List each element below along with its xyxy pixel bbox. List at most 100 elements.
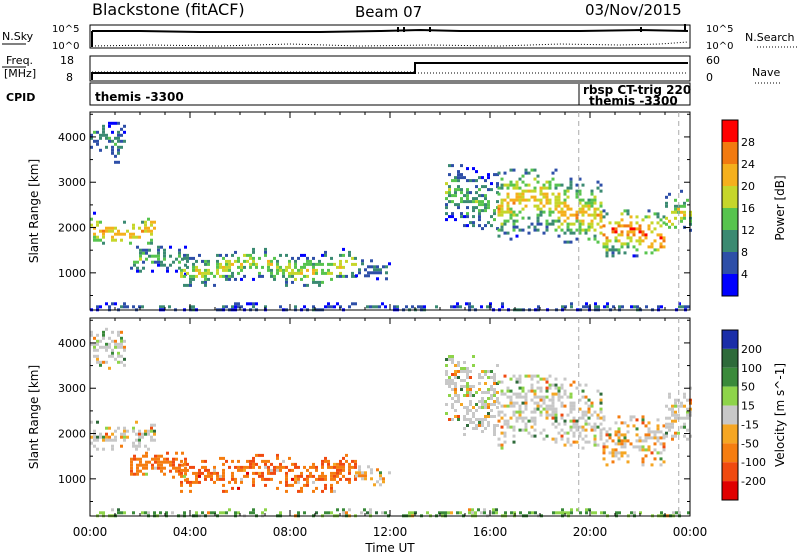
- echo-cell: [590, 192, 594, 196]
- echo-cell: [545, 416, 549, 420]
- echo-cell: [258, 453, 261, 457]
- echo-cell: [135, 438, 138, 442]
- echo-cell: [252, 471, 255, 475]
- echo-cell: [569, 392, 573, 396]
- echo-cell: [192, 305, 195, 309]
- echo-cell: [561, 508, 564, 512]
- echo-cell: [569, 177, 573, 181]
- echo-cell: [472, 179, 475, 183]
- echo-cell: [309, 262, 312, 266]
- echo-cell: [327, 262, 330, 266]
- echo-cell: [512, 404, 516, 408]
- echo-cell: [608, 436, 612, 440]
- echo-cell: [451, 403, 454, 406]
- echo-cell: [493, 382, 496, 385]
- echo-cell: [656, 215, 660, 219]
- echo-cell: [321, 268, 324, 272]
- echo-cell: [521, 395, 525, 399]
- echo-cell: [141, 432, 144, 436]
- echo-cell: [336, 471, 339, 475]
- echo-cell: [548, 413, 552, 417]
- echo-cell: [147, 217, 150, 221]
- echo-cell: [614, 248, 618, 252]
- echo-cell: [512, 186, 516, 190]
- echo-cell: [509, 210, 513, 214]
- echo-cell: [309, 259, 312, 263]
- echo-cell: [617, 439, 621, 443]
- echo-cell: [102, 360, 105, 364]
- echo-cell: [512, 410, 516, 414]
- echo-cell: [636, 305, 639, 309]
- echo-cell: [584, 440, 588, 444]
- echo-cell: [180, 459, 183, 463]
- echo-cell: [569, 410, 573, 414]
- echo-cell: [201, 465, 204, 469]
- echo-cell: [457, 415, 460, 418]
- echo-cell: [593, 443, 597, 447]
- echo-cell: [533, 168, 537, 172]
- echo-cell: [157, 260, 160, 264]
- echo-cell: [487, 403, 490, 406]
- echo-cell: [222, 456, 225, 460]
- echo-cell: [273, 465, 276, 469]
- echo-band: [180, 247, 357, 287]
- echo-cell: [108, 139, 111, 143]
- echo-cell: [632, 227, 636, 231]
- echo-cell: [560, 413, 564, 417]
- echo-cell: [178, 248, 181, 252]
- echo-cell: [478, 194, 481, 198]
- echo-cell: [650, 242, 654, 246]
- echo-cell: [219, 262, 222, 266]
- echo-cell: [222, 483, 225, 487]
- echo-cell: [593, 410, 597, 414]
- echo-cell: [469, 421, 472, 424]
- echo-cell: [506, 210, 510, 214]
- echo-cell: [481, 400, 484, 403]
- echo-cell: [192, 262, 195, 266]
- echo-cell: [554, 386, 558, 390]
- echo-cell: [533, 392, 537, 396]
- echo-cell: [560, 201, 564, 205]
- echo-cell: [557, 234, 561, 238]
- echo-cell: [487, 412, 490, 415]
- echo-cell: [123, 348, 126, 352]
- echo-cell: [354, 465, 357, 469]
- echo-cell: [96, 354, 99, 358]
- echo-cell: [518, 404, 522, 408]
- echo-cell: [545, 410, 549, 414]
- echo-cell: [186, 256, 189, 260]
- echo-cell: [524, 171, 528, 175]
- echo-cell: [683, 204, 686, 208]
- echo-cell: [270, 259, 273, 263]
- echo-cell: [475, 170, 478, 174]
- echo-cell: [457, 203, 460, 207]
- echo-cell: [545, 404, 549, 408]
- echo-cell: [493, 427, 496, 430]
- echo-cell: [466, 367, 469, 370]
- echo-cell: [460, 385, 463, 388]
- echo-cell: [466, 418, 469, 421]
- echo-cell: [521, 195, 525, 199]
- echo-cell: [360, 511, 363, 515]
- echo-cell: [108, 229, 111, 233]
- echo-cell: [264, 250, 267, 254]
- echo-cell: [463, 200, 466, 204]
- echo-cell: [376, 480, 379, 484]
- echo-cell: [650, 230, 654, 234]
- echo-cell: [484, 400, 487, 403]
- echo-cell: [438, 511, 441, 515]
- echo-cell: [285, 283, 288, 287]
- echo-cell: [186, 468, 189, 472]
- echo-cell: [273, 277, 276, 281]
- echo-cell: [300, 471, 303, 475]
- echo-cell: [279, 265, 282, 269]
- echo-cell: [136, 245, 139, 249]
- echo-cell: [581, 210, 585, 214]
- echo-cell: [139, 251, 142, 255]
- echo-cell: [198, 468, 201, 472]
- echo-cell: [653, 227, 657, 231]
- echo-cell: [222, 474, 225, 478]
- echo-cell: [327, 271, 330, 275]
- echo-cell: [500, 389, 504, 393]
- echo-cell: [348, 253, 351, 257]
